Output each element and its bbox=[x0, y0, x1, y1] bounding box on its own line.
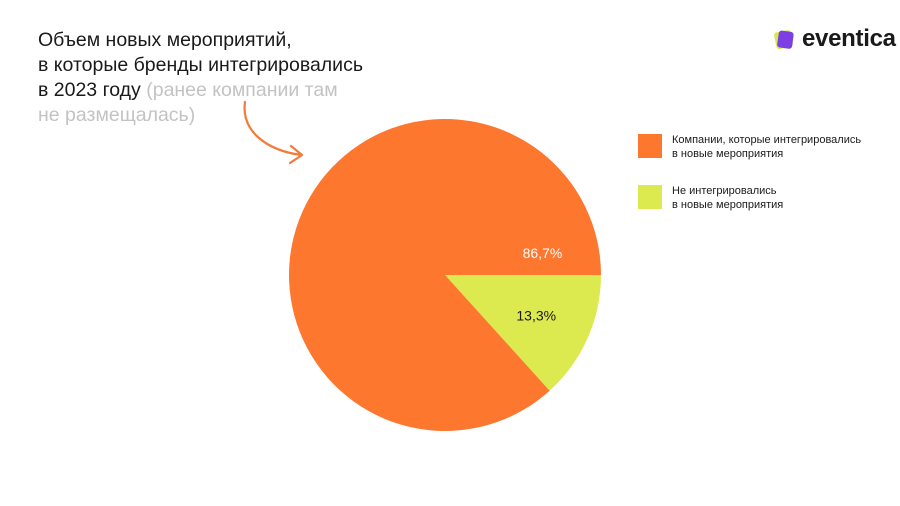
eventica-logo-icon bbox=[774, 30, 794, 50]
arrow-head bbox=[288, 144, 304, 165]
legend-label-line-2: в новые мероприятия bbox=[672, 148, 784, 160]
title-line-3: в 2023 году (ранее компании там bbox=[38, 78, 418, 103]
title-note: (ранее компании там bbox=[146, 79, 338, 101]
legend-label-line-1: Компании, которые интегрировались bbox=[672, 134, 862, 146]
title-line-3-main: в 2023 году bbox=[38, 79, 141, 101]
legend-swatch-orange bbox=[638, 134, 662, 158]
data-label-not-integrated: 13,3% bbox=[516, 308, 556, 324]
title-note-line-2: не размещалась) bbox=[38, 104, 196, 126]
legend-swatch-yellow bbox=[638, 185, 662, 209]
legend-label: Не интегрировались в новые мероприятия bbox=[672, 184, 783, 212]
title-line-2: в которые бренды интегрировались bbox=[38, 54, 363, 76]
logo-text: eventica bbox=[802, 25, 896, 52]
legend-item-not-integrated: Не интегрировались в новые мероприятия bbox=[638, 184, 898, 212]
curved-arrow-icon bbox=[243, 100, 304, 165]
legend-item-integrated: Компании, которые интегрировались в новы… bbox=[638, 133, 898, 161]
arrow-shaft bbox=[243, 100, 303, 157]
legend-label-line-1: Не интегрировались bbox=[672, 185, 777, 197]
chart-title: Объем новых мероприятий, в которые бренд… bbox=[38, 28, 418, 128]
legend-label: Компании, которые интегрировались в новы… bbox=[672, 133, 861, 161]
eventica-logo: eventica bbox=[772, 24, 896, 54]
pie-slice-not-integrated bbox=[445, 275, 601, 391]
title-line-1: Объем новых мероприятий, bbox=[38, 29, 292, 51]
legend: Компании, которые интегрировались в новы… bbox=[638, 133, 898, 235]
logo-mark-front bbox=[777, 30, 794, 49]
data-label-integrated: 86,7% bbox=[523, 245, 563, 261]
legend-label-line-2: в новые мероприятия bbox=[672, 199, 784, 211]
pie-slice-integrated bbox=[289, 119, 601, 432]
